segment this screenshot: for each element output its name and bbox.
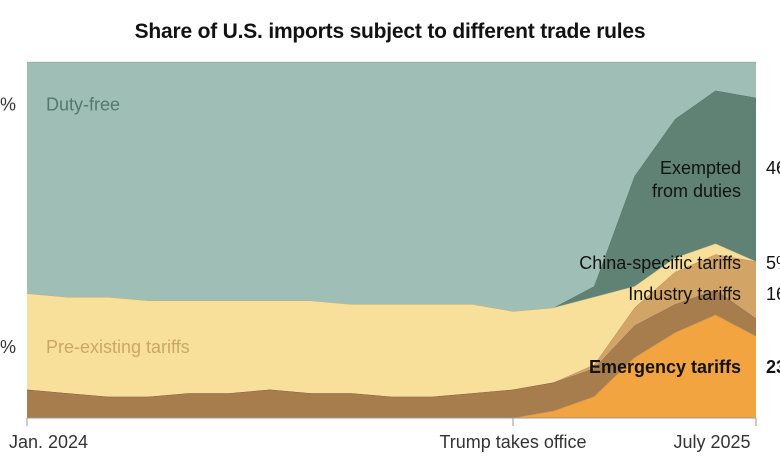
x-tick-label-0: Jan. 2024 [9,432,88,452]
area-label-pre-existing-tariffs: Pre-existing tariffs [46,337,190,357]
label-exempted-from-duties-line-0: Exempted [660,158,741,178]
y-tick-label-0: % [0,95,16,115]
area-label-duty-free: Duty-free [46,95,120,115]
value-exempted-from-duties: 46% [766,158,780,178]
y-tick-label-1: % [0,337,16,357]
label-emergency-tariffs: Emergency tariffs [589,357,741,377]
area-pre-existing-tariffs [27,243,756,397]
x-tick-label-2: July 2025 [673,432,750,452]
y-axis-labels: %% [0,95,16,357]
area-series-group [26,61,757,419]
value-industry-tariffs: 16% [766,284,780,304]
label-industry-tariffs: Industry tariffs [628,284,741,304]
right-labels: Exempted from duties 46% China-specific tar… [579,158,780,377]
area-china-specific-tariffs [27,289,756,418]
label-china-specific-tariffs: China-specific tariffs [579,253,741,273]
value-emergency-tariffs: 23% [766,357,780,377]
area-duty-free [27,62,756,312]
label-exempted-from-duties-line-1: from duties [652,181,741,201]
chart-title: Share of U.S. imports subject to differe… [134,20,646,43]
x-tick-label-1: Trump takes office [439,432,586,452]
area-labels: Duty-free Pre-existing tariffs [46,95,190,357]
value-china-specific-tariffs: 5% [766,253,780,273]
x-axis: Jan. 2024 Trump takes office July 2025 [9,417,757,452]
area-emergency-tariffs [27,314,756,418]
